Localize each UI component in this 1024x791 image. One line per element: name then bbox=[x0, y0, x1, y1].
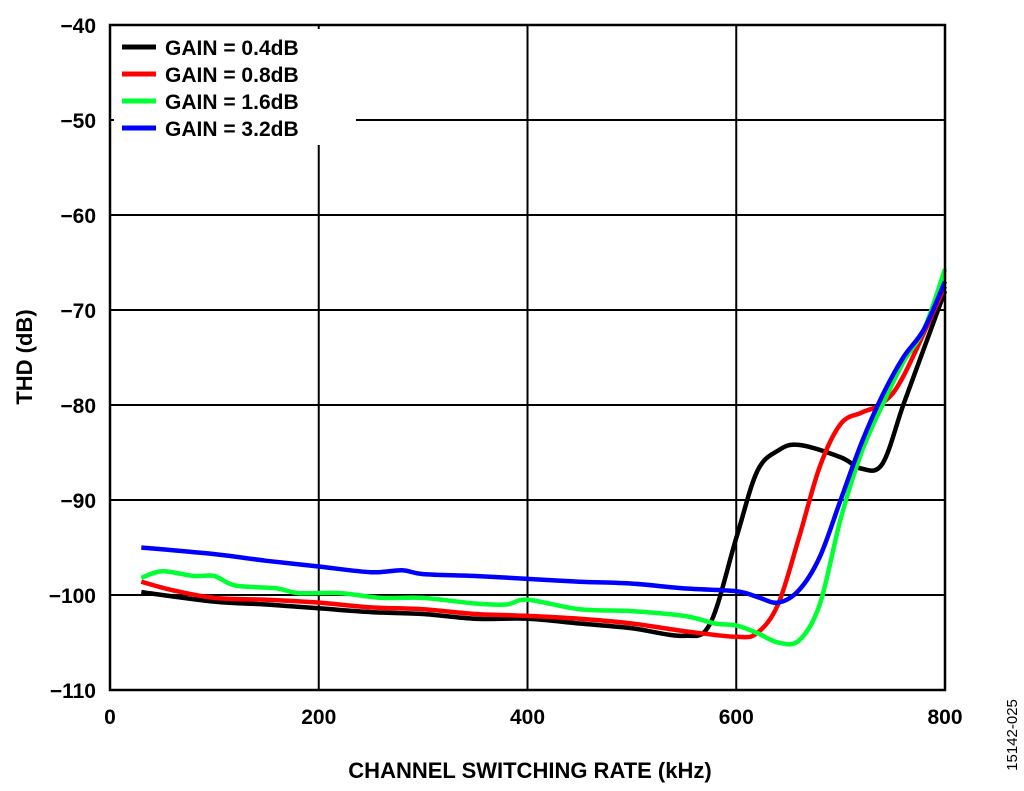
y-tick-label: −60 bbox=[60, 205, 96, 228]
legend-label: GAIN = 3.2dB bbox=[165, 118, 299, 141]
x-tick-label: 600 bbox=[719, 706, 754, 729]
series-lines bbox=[140, 268, 948, 647]
plot-frame bbox=[108, 23, 947, 692]
x-tick-label: 400 bbox=[510, 706, 545, 729]
legend: GAIN = 0.4dB GAIN = 0.8dB GAIN = 1.6dB GAIN… bbox=[114, 29, 356, 145]
y-tick-label: −50 bbox=[60, 110, 96, 133]
tick-labels: 0 200 400 600 800 −40 −50 −60 −70 −80 −90 −100 −110 bbox=[49, 15, 963, 729]
y-tick-label: −100 bbox=[49, 585, 96, 608]
x-tick-label: 200 bbox=[301, 706, 336, 729]
legend-label: GAIN = 1.6dB bbox=[165, 91, 299, 114]
x-axis-label: CHANNEL SWITCHING RATE (kHz) bbox=[348, 758, 711, 783]
y-tick-label: −90 bbox=[60, 490, 96, 513]
series-line-3 bbox=[141, 280, 948, 605]
y-axis-label: THD (dB) bbox=[12, 309, 37, 404]
y-tick-label: −80 bbox=[60, 395, 96, 418]
legend-label: GAIN = 0.8dB bbox=[165, 64, 299, 87]
legend-label: GAIN = 0.4dB bbox=[165, 37, 299, 60]
y-tick-label: −40 bbox=[60, 15, 96, 38]
series-line-2 bbox=[140, 268, 948, 647]
series-line-1 bbox=[140, 285, 948, 640]
x-tick-label: 800 bbox=[927, 706, 962, 729]
figure-id: 15142-025 bbox=[1004, 699, 1021, 771]
x-tick-label: 0 bbox=[104, 706, 116, 729]
y-tick-label: −70 bbox=[60, 300, 96, 323]
y-tick-label: −110 bbox=[50, 680, 96, 703]
